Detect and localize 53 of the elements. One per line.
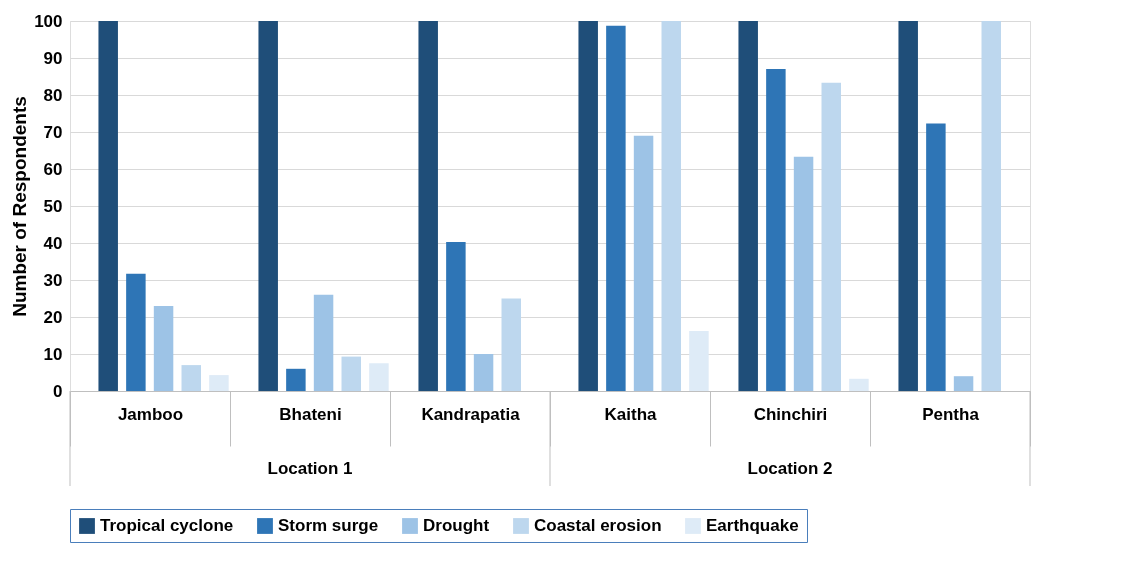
y-tick-label: 90	[43, 48, 63, 68]
bar	[181, 365, 201, 391]
bar	[793, 156, 814, 391]
legend-label: Drought	[423, 516, 490, 535]
bar	[501, 298, 521, 391]
bar	[209, 375, 229, 391]
bar	[661, 21, 681, 391]
y-tick-label: 10	[43, 344, 63, 364]
bar	[369, 363, 389, 391]
text: Location 1	[267, 459, 353, 478]
y-tick-label: 30	[43, 270, 63, 290]
legend-label: Coastal erosion	[534, 516, 662, 535]
bar	[821, 82, 841, 391]
x-tick-label: Jamboo	[117, 404, 184, 424]
bar	[98, 21, 118, 391]
y-tick-label: 80	[43, 85, 63, 105]
bar	[258, 21, 278, 391]
x-tick-label: Kaitha	[604, 404, 658, 424]
bar	[849, 378, 869, 391]
y-axis-title: Number of Respondents	[9, 96, 31, 317]
y-tick-label: 40	[43, 233, 63, 253]
bar	[981, 21, 1001, 391]
bar	[286, 368, 306, 391]
bar	[606, 25, 626, 391]
bar	[341, 356, 361, 391]
bar	[689, 331, 709, 391]
bar	[578, 21, 598, 391]
y-tick-label: 70	[43, 122, 63, 142]
bar	[313, 294, 334, 391]
bar	[126, 273, 146, 391]
legend-label: Earthquake	[706, 516, 799, 535]
bar	[898, 21, 918, 391]
bar	[766, 69, 786, 391]
y-tick-label: 50	[43, 196, 63, 216]
y-tick-label: 60	[43, 159, 63, 179]
bar	[418, 21, 438, 391]
y-tick-label: 20	[43, 307, 63, 327]
y-tick-label: 100	[34, 11, 63, 31]
x-tick-label: Chinchiri	[753, 404, 828, 424]
bar	[153, 305, 174, 391]
y-tick-label: 0	[53, 381, 63, 401]
x-tick-label: Pentha	[922, 404, 980, 424]
bar	[473, 354, 494, 391]
bar	[446, 241, 466, 391]
legend-label: Storm surge	[278, 516, 379, 535]
bar	[633, 135, 654, 391]
legend-label: Tropical cyclone	[100, 516, 234, 535]
bar	[953, 376, 974, 391]
x-tick-label: Bhateni	[279, 404, 342, 424]
text: Location 2	[747, 459, 833, 478]
bar	[738, 21, 758, 391]
bar	[926, 123, 946, 391]
x-tick-label: Kandrapatia	[421, 404, 521, 424]
